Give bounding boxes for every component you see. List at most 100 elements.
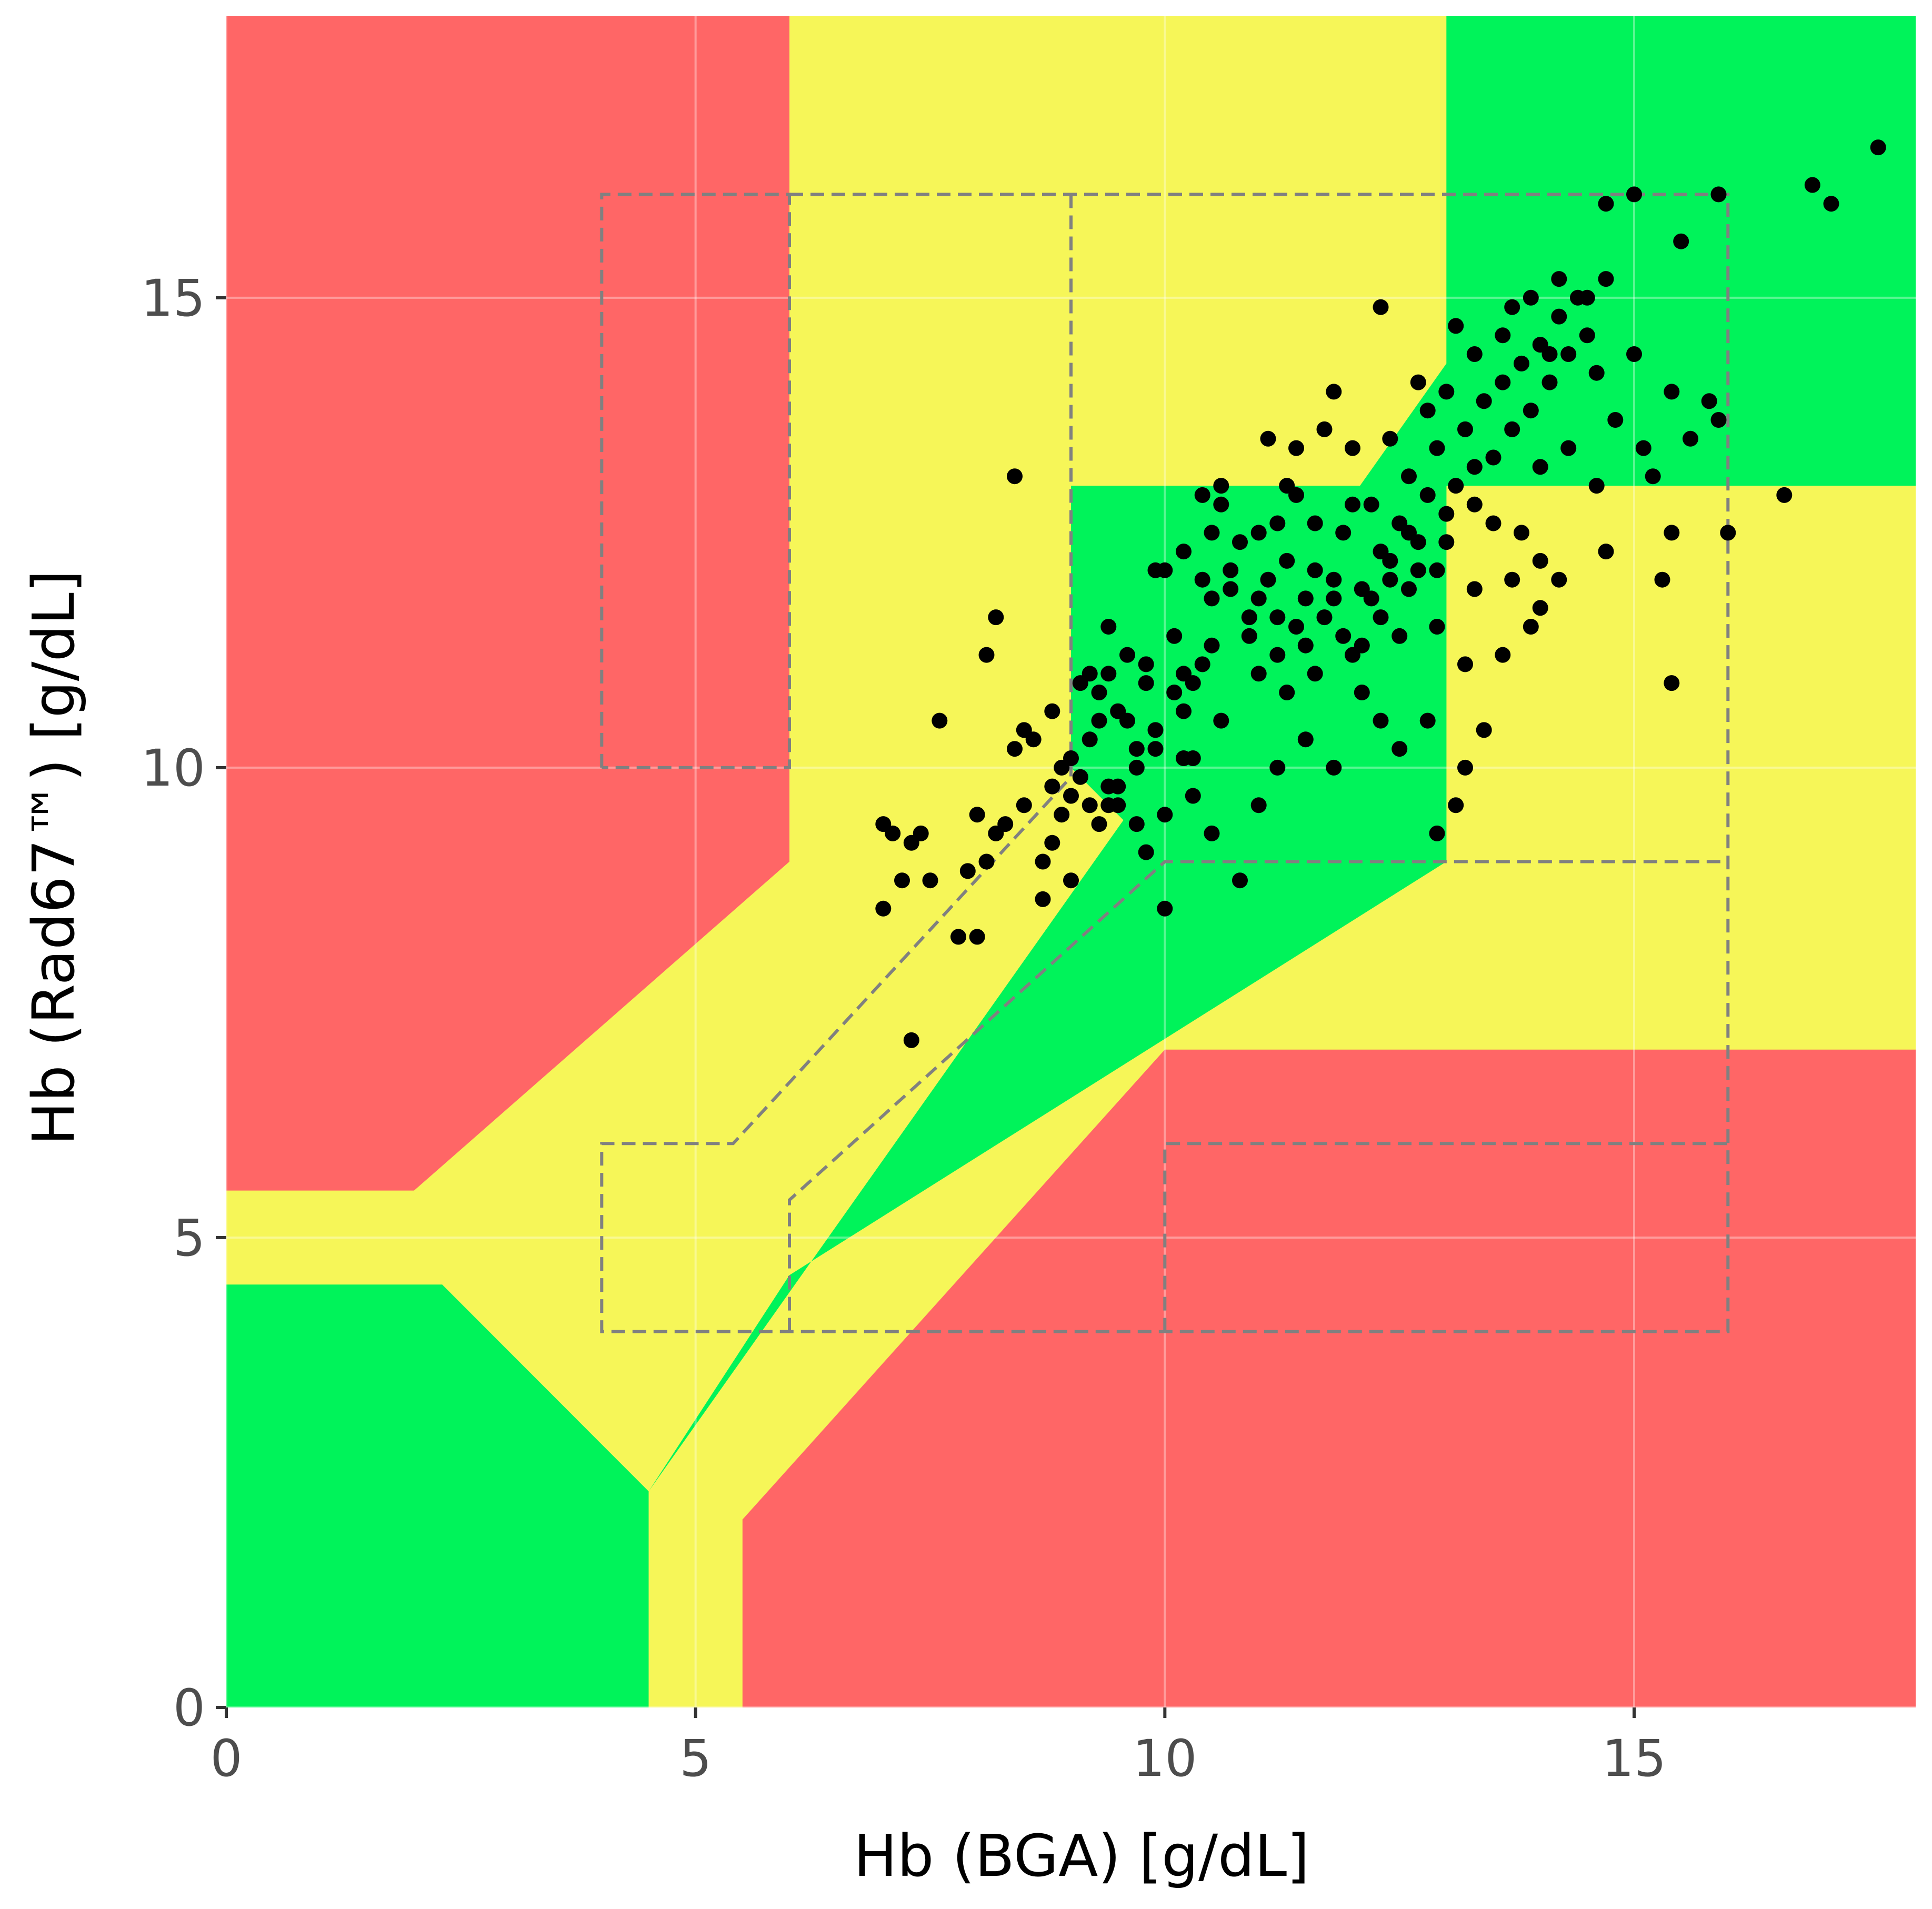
data-point xyxy=(1279,685,1295,700)
data-point xyxy=(1495,374,1511,390)
data-point xyxy=(1598,271,1614,287)
data-point xyxy=(1373,299,1389,315)
data-point xyxy=(1223,562,1239,578)
data-point xyxy=(1382,571,1398,588)
data-point xyxy=(1157,562,1173,578)
data-point xyxy=(1514,355,1529,371)
data-point xyxy=(1523,619,1539,635)
data-point xyxy=(1091,685,1107,700)
data-point xyxy=(1082,731,1098,748)
data-point xyxy=(1204,590,1220,607)
data-point xyxy=(1495,647,1511,663)
data-point xyxy=(1485,449,1501,466)
dashed-region-2 xyxy=(600,193,1730,1333)
data-point xyxy=(1316,609,1333,626)
data-point xyxy=(997,816,1014,832)
data-point xyxy=(1128,741,1145,757)
data-point xyxy=(1269,759,1286,776)
data-point xyxy=(1166,685,1183,700)
data-point xyxy=(1401,525,1417,541)
x-tick-label: 10 xyxy=(1133,1729,1197,1788)
data-point xyxy=(1720,525,1736,541)
data-point xyxy=(959,863,976,879)
data-point xyxy=(1476,722,1492,738)
data-point xyxy=(1466,496,1483,513)
data-point xyxy=(1091,712,1107,729)
data-point xyxy=(1523,289,1539,306)
data-point xyxy=(1532,552,1548,569)
data-point xyxy=(1082,666,1098,682)
data-point xyxy=(1429,825,1445,841)
data-point xyxy=(903,1032,919,1048)
y-tick-label: 5 xyxy=(173,1209,205,1268)
data-point xyxy=(1523,403,1539,419)
data-point xyxy=(1016,797,1032,813)
data-point xyxy=(1063,750,1079,766)
data-point xyxy=(978,853,995,870)
data-point xyxy=(885,825,901,841)
data-point xyxy=(1204,825,1220,841)
data-point xyxy=(1438,506,1455,522)
y-tick-label: 10 xyxy=(141,739,205,798)
data-point xyxy=(1532,459,1548,475)
data-point xyxy=(1419,487,1436,503)
data-point xyxy=(913,825,929,841)
data-point xyxy=(1147,722,1164,738)
data-point xyxy=(1204,637,1220,654)
data-point xyxy=(1128,816,1145,832)
data-point xyxy=(1223,581,1239,597)
data-point xyxy=(1166,628,1183,644)
data-point xyxy=(1466,459,1483,475)
data-point xyxy=(1007,741,1023,757)
data-point xyxy=(1250,525,1267,541)
data-point xyxy=(1683,430,1698,447)
axes: 0 5 10 15 0 5 10 15 xyxy=(141,269,1666,1788)
data-point xyxy=(1335,525,1352,541)
data-point xyxy=(1363,496,1379,513)
data-point xyxy=(1288,619,1304,635)
data-point xyxy=(1626,186,1642,203)
data-point xyxy=(1345,440,1360,456)
data-point xyxy=(969,807,985,823)
data-point xyxy=(1194,656,1210,672)
data-point xyxy=(1373,609,1389,626)
data-point xyxy=(1185,750,1201,766)
data-point xyxy=(1063,788,1079,804)
data-point xyxy=(1382,552,1398,569)
data-point xyxy=(1495,327,1511,344)
data-point xyxy=(1279,478,1295,494)
data-point xyxy=(1504,571,1520,588)
data-point xyxy=(1007,468,1023,485)
x-tick-label: 15 xyxy=(1602,1729,1666,1788)
data-point xyxy=(1419,403,1436,419)
dashed-boxes xyxy=(600,193,1730,1333)
data-point xyxy=(1476,393,1492,409)
data-point xyxy=(1645,468,1661,485)
data-point xyxy=(1213,712,1229,729)
data-point xyxy=(1823,196,1839,212)
data-point xyxy=(1138,844,1154,860)
data-point xyxy=(1260,430,1276,447)
data-point xyxy=(1419,712,1436,729)
data-point xyxy=(1354,637,1370,654)
data-point xyxy=(1710,412,1727,428)
x-axis-title: Hb (BGA) [g/dL] xyxy=(854,1822,1309,1890)
data-point xyxy=(1363,590,1379,607)
data-point xyxy=(1673,233,1689,249)
data-point xyxy=(1607,412,1624,428)
data-point xyxy=(1307,562,1323,578)
data-point xyxy=(1035,891,1051,907)
data-point xyxy=(1326,759,1342,776)
data-point xyxy=(1232,534,1248,550)
data-point xyxy=(950,929,966,945)
data-point xyxy=(1448,797,1464,813)
data-point xyxy=(894,872,910,889)
data-point xyxy=(1560,440,1577,456)
data-point xyxy=(1176,544,1192,560)
data-point xyxy=(1232,872,1248,889)
data-point xyxy=(1382,430,1398,447)
data-point xyxy=(1598,544,1614,560)
data-point xyxy=(1307,666,1323,682)
data-point xyxy=(1119,647,1135,663)
data-point xyxy=(1457,656,1473,672)
